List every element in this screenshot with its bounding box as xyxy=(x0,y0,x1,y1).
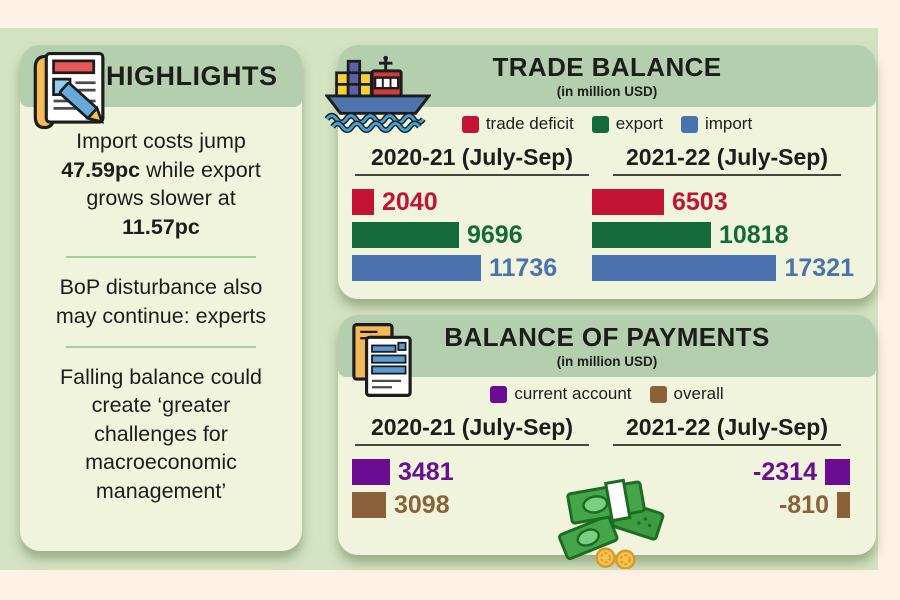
overall-value-2020-21: 3098 xyxy=(394,490,450,519)
balance-of-payments-panel: BALANCE OF PAYMENTS (in million USD) cur… xyxy=(338,315,876,570)
trade-deficit-bar-2021-22 xyxy=(592,189,664,215)
trade-deficit-swatch xyxy=(461,115,479,133)
trade-balance-panel: TRADE BALANCE (in million USD) trade def… xyxy=(323,45,876,299)
export-bar-2021-22 xyxy=(592,222,711,248)
legend-item-trade-deficit: trade deficit xyxy=(461,114,574,134)
current-account-swatch xyxy=(490,385,508,403)
current-account-bar-2020-21 xyxy=(352,459,390,485)
trade-balance-header-band: TRADE BALANCE (in million USD) xyxy=(323,45,876,133)
highlights-panel: HIGHLIGHTS Import costs jump 47.59pc whi… xyxy=(20,45,302,551)
trade-col-header-2020-21: 2020-21 (July-Sep) xyxy=(355,144,589,176)
bar-row: -810 xyxy=(592,490,862,519)
bop-col-header-2020-21: 2020-21 (July-Sep) xyxy=(355,414,589,446)
overall-swatch xyxy=(649,385,667,403)
divider xyxy=(66,345,256,348)
bar-row: 2040 xyxy=(352,187,592,216)
bop-title: BALANCE OF PAYMENTS xyxy=(444,322,770,352)
export-value-2020-21: 9696 xyxy=(467,220,523,249)
legend-item-import: import xyxy=(680,114,752,134)
trade-legend: trade deficit export import xyxy=(338,114,876,134)
trade-col-2021-22: 2021-22 (July-Sep) 6503 10818 17321 xyxy=(592,144,862,288)
overall-bar-2021-22 xyxy=(837,492,850,518)
scroll-notes-icon xyxy=(28,47,112,135)
bop-col-header-2021-22: 2021-22 (July-Sep) xyxy=(613,414,841,446)
bar-row: 6503 xyxy=(592,187,862,216)
bop-header-band: BALANCE OF PAYMENTS (in million USD) xyxy=(338,315,876,397)
trade-col-2020-21: 2020-21 (July-Sep) 2040 9696 11736 xyxy=(352,144,592,288)
trade-columns: 2020-21 (July-Sep) 2040 9696 11736 2021-… xyxy=(338,144,876,288)
export-swatch xyxy=(591,115,609,133)
current-account-value-2021-22: -2314 xyxy=(753,457,817,486)
highlight-item-2: BoP disturbance also may continue: exper… xyxy=(55,275,267,328)
highlights-title: HIGHLIGHTS xyxy=(106,61,278,91)
import-value-2021-22: 17321 xyxy=(784,253,854,282)
trade-deficit-bar-2020-21 xyxy=(352,189,374,215)
bar-row: 9696 xyxy=(352,220,592,249)
current-account-bar-2021-22 xyxy=(825,459,850,485)
overall-bar-2020-21 xyxy=(352,492,386,518)
trade-col-header-2021-22: 2021-22 (July-Sep) xyxy=(613,144,841,176)
cash-stack-icon xyxy=(554,467,668,570)
legend-item-export: export xyxy=(591,114,663,134)
import-bar-2021-22 xyxy=(592,255,777,281)
bop-legend: current account overall xyxy=(338,384,876,404)
export-value-2021-22: 10818 xyxy=(719,220,789,249)
legend-item-current-account: current account xyxy=(490,384,632,404)
bar-row: 17321 xyxy=(592,253,862,282)
import-value-2020-21: 11736 xyxy=(489,253,558,282)
bar-row: 3481 xyxy=(352,457,592,486)
import-bar-2020-21 xyxy=(352,255,481,281)
bop-col-2020-21: 2020-21 (July-Sep) 3481 3098 xyxy=(352,414,592,525)
trade-deficit-value-2021-22: 6503 xyxy=(672,187,728,216)
trade-balance-subtitle: (in million USD) xyxy=(556,84,658,99)
bop-columns: 2020-21 (July-Sep) 3481 3098 2021-22 (Ju… xyxy=(338,414,876,525)
highlights-body: Import costs jump 47.59pc while export g… xyxy=(20,107,302,506)
invoice-documents-icon xyxy=(350,321,414,399)
bar-row: 11736 xyxy=(352,253,592,282)
import-swatch xyxy=(680,115,698,133)
divider xyxy=(66,256,256,259)
current-account-value-2020-21: 3481 xyxy=(398,457,454,486)
bop-subtitle: (in million USD) xyxy=(556,354,658,369)
trade-balance-title: TRADE BALANCE xyxy=(492,52,722,82)
highlight-item-1: Import costs jump 47.59pc while export g… xyxy=(61,129,261,239)
bar-row: 3098 xyxy=(352,490,592,519)
highlight-item-3: Falling balance could create ‘greater ch… xyxy=(60,364,262,503)
bar-row: -2314 xyxy=(592,457,862,486)
cargo-ship-icon xyxy=(323,53,433,135)
bop-col-2021-22: 2021-22 (July-Sep) -2314 -810 xyxy=(592,414,862,525)
highlights-header-band: HIGHLIGHTS xyxy=(20,45,302,130)
export-bar-2020-21 xyxy=(352,222,459,248)
trade-deficit-value-2020-21: 2040 xyxy=(382,187,438,216)
bar-row: 10818 xyxy=(592,220,862,249)
legend-item-overall: overall xyxy=(649,384,724,404)
overall-value-2021-22: -810 xyxy=(778,490,829,519)
